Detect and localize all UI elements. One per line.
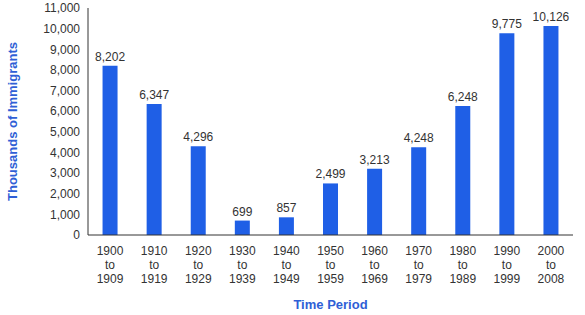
svg-text:5,000: 5,000	[50, 125, 80, 139]
svg-text:3,000: 3,000	[50, 166, 80, 180]
svg-text:8,202: 8,202	[95, 50, 125, 64]
svg-text:3,213: 3,213	[360, 153, 390, 167]
svg-text:6,000: 6,000	[50, 104, 80, 118]
svg-text:10,126: 10,126	[533, 10, 570, 24]
svg-text:1910to1919: 1910to1919	[141, 244, 168, 286]
svg-text:1960to1969: 1960to1969	[361, 244, 388, 286]
svg-text:1,000: 1,000	[50, 208, 80, 222]
svg-text:4,248: 4,248	[404, 131, 434, 145]
svg-text:1900to1909: 1900to1909	[97, 244, 124, 286]
svg-text:9,000: 9,000	[50, 43, 80, 57]
svg-text:Time Period: Time Period	[293, 297, 367, 312]
svg-text:6,248: 6,248	[448, 90, 478, 104]
svg-text:6,347: 6,347	[139, 88, 169, 102]
svg-text:1940to1949: 1940to1949	[273, 244, 300, 286]
svg-text:1920to1929: 1920to1929	[185, 244, 212, 286]
svg-text:1980to1989: 1980to1989	[449, 244, 476, 286]
svg-text:7,000: 7,000	[50, 84, 80, 98]
svg-text:4,000: 4,000	[50, 146, 80, 160]
svg-text:4,296: 4,296	[183, 130, 213, 144]
svg-text:1970to1979: 1970to1979	[405, 244, 432, 286]
svg-text:2,000: 2,000	[50, 187, 80, 201]
svg-text:2000to2008: 2000to2008	[538, 244, 565, 286]
svg-text:11,000: 11,000	[44, 1, 80, 15]
svg-text:1950to1959: 1950to1959	[317, 244, 344, 286]
svg-text:1990to1999: 1990to1999	[494, 244, 521, 286]
svg-text:9,775: 9,775	[492, 17, 522, 31]
svg-text:699: 699	[232, 205, 252, 219]
svg-text:8,000: 8,000	[50, 63, 80, 77]
svg-text:Thousands of Immigrants: Thousands of Immigrants	[8, 42, 20, 201]
svg-text:857: 857	[276, 201, 296, 215]
svg-text:2,499: 2,499	[315, 167, 345, 181]
svg-text:0: 0	[73, 228, 80, 242]
svg-text:1930to1939: 1930to1939	[229, 244, 256, 286]
svg-text:10,000: 10,000	[43, 22, 80, 36]
